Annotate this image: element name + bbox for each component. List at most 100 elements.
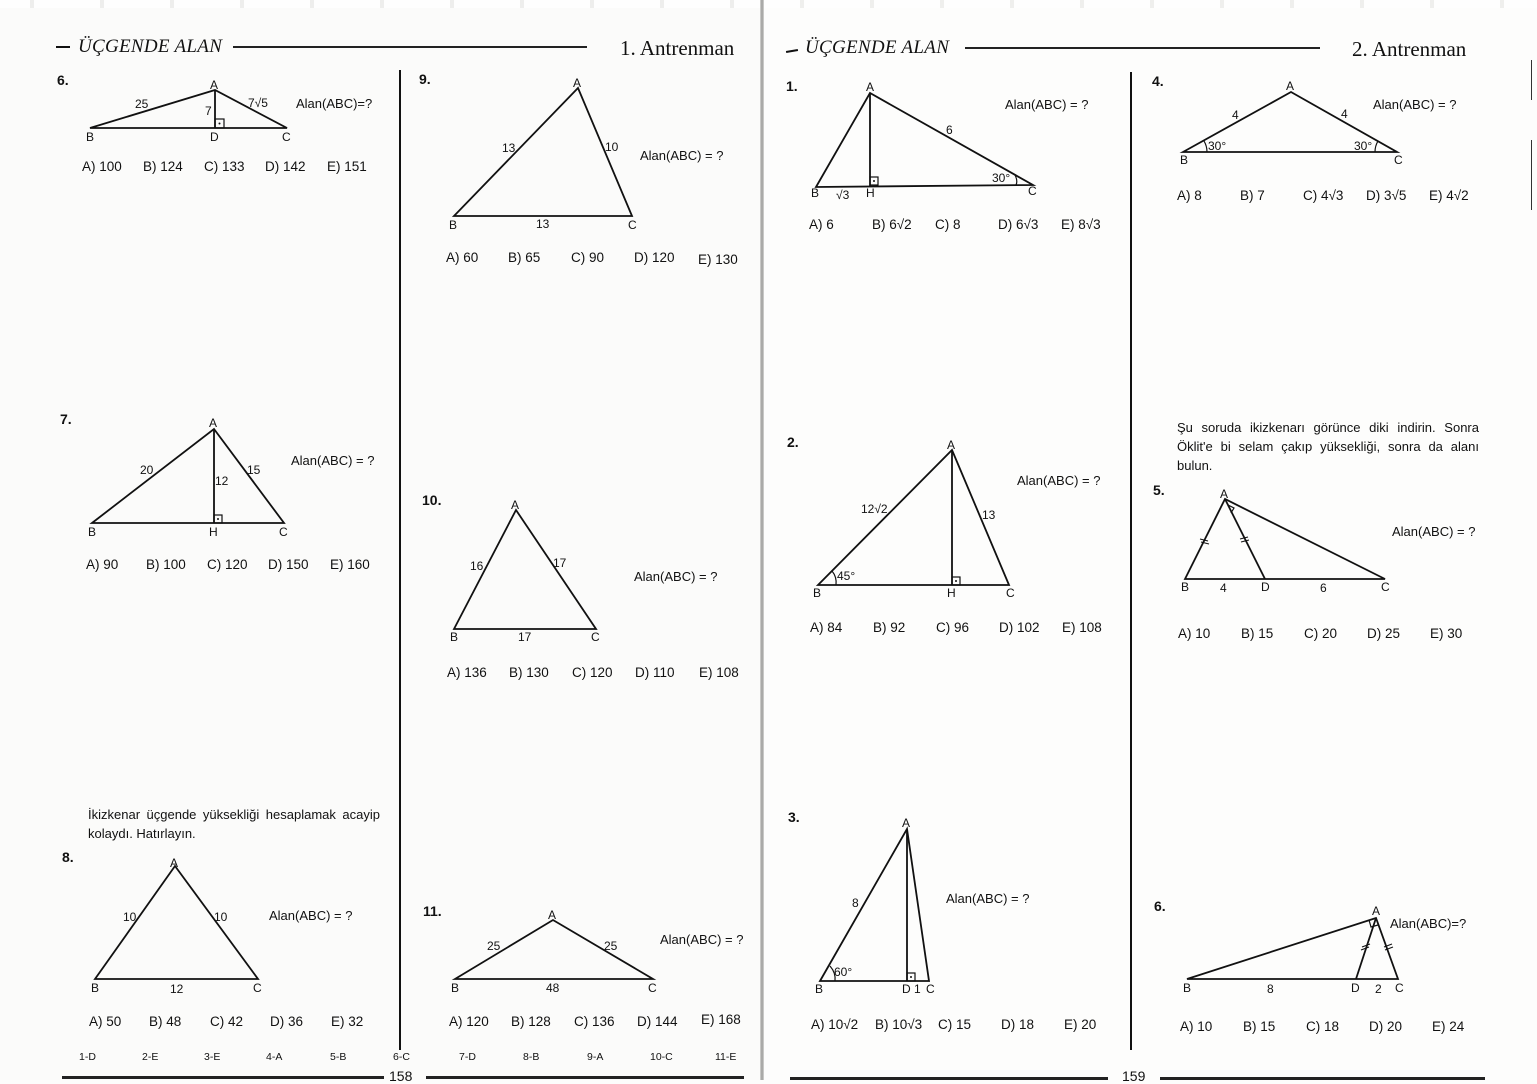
hint-text: İkizkenar üçgende yüksekliği hesaplamak … xyxy=(88,807,380,841)
choice-e[interactable]: E) 30 xyxy=(1430,626,1463,641)
svg-text:B: B xyxy=(815,982,823,996)
question-number: 5. xyxy=(1153,482,1165,498)
footer-rule xyxy=(426,1076,744,1079)
svg-text:B: B xyxy=(813,586,821,600)
edge-mark xyxy=(1531,60,1532,100)
choice-b[interactable]: B) 15 xyxy=(1243,1019,1276,1034)
choice-d[interactable]: D) 25 xyxy=(1367,626,1401,641)
choice-a[interactable]: A) 10√2 xyxy=(811,1017,859,1032)
choice-a[interactable]: A) 84 xyxy=(810,620,843,635)
choice-a[interactable]: A) 120 xyxy=(449,1014,489,1029)
choice-b[interactable]: B) 6√2 xyxy=(872,217,912,232)
triangle-figure-q8: A B C 10 10 12 xyxy=(90,855,270,1000)
choice-d[interactable]: D) 142 xyxy=(265,159,306,174)
choice-b[interactable]: B) 65 xyxy=(508,250,541,265)
svg-text:7√5: 7√5 xyxy=(248,96,268,110)
choice-e[interactable]: E) 4√2 xyxy=(1429,188,1469,203)
choice-d[interactable]: D) 6√3 xyxy=(998,217,1039,232)
svg-text:A: A xyxy=(511,498,519,512)
choice-d[interactable]: D) 36 xyxy=(270,1014,304,1029)
choice-e[interactable]: E) 20 xyxy=(1064,1017,1097,1032)
choice-c[interactable]: C) 133 xyxy=(204,159,245,174)
svg-text:13: 13 xyxy=(536,217,550,231)
choice-a[interactable]: A) 60 xyxy=(446,250,479,265)
left-section-title: 1. Antrenman xyxy=(620,36,735,60)
choice-a[interactable]: A) 10 xyxy=(1180,1019,1213,1034)
choice-a[interactable]: A) 8 xyxy=(1177,188,1202,203)
left-header-title: ÜÇGENDE ALAN xyxy=(78,36,223,57)
choice-a[interactable]: A) 50 xyxy=(89,1014,122,1029)
choice-a[interactable]: A) 136 xyxy=(447,665,487,680)
choice-d[interactable]: D) 144 xyxy=(637,1014,678,1029)
answer-choices: A) 84 B) 92 C) 96 D) 102 E) 108 xyxy=(810,620,1102,635)
choice-b[interactable]: B) 92 xyxy=(873,620,906,635)
left-column-divider xyxy=(399,70,401,1050)
svg-text:12: 12 xyxy=(215,474,229,488)
choice-e[interactable]: E) 108 xyxy=(699,665,739,680)
choice-d[interactable]: D) 110 xyxy=(635,665,675,680)
question-number: 9. xyxy=(419,71,431,87)
choice-c[interactable]: C) 15 xyxy=(938,1017,972,1032)
svg-text:H: H xyxy=(209,525,218,539)
svg-text:D: D xyxy=(1351,981,1360,995)
choice-c[interactable]: C) 18 xyxy=(1306,1019,1340,1034)
choice-b[interactable]: B) 48 xyxy=(149,1014,182,1029)
choice-e[interactable]: E) 24 xyxy=(1432,1019,1465,1034)
svg-text:60°: 60° xyxy=(834,965,852,979)
answer-key-item: 6-C xyxy=(393,1051,410,1063)
svg-text:C: C xyxy=(926,982,935,996)
choice-b[interactable]: B) 10√3 xyxy=(875,1017,923,1032)
choice-c[interactable]: C) 20 xyxy=(1304,626,1338,641)
header-dash xyxy=(56,46,70,48)
choice-e[interactable]: E) 160 xyxy=(330,557,370,572)
choice-c[interactable]: C) 4√3 xyxy=(1303,188,1344,203)
choice-e[interactable]: E) 151 xyxy=(327,159,367,174)
choice-b[interactable]: B) 124 xyxy=(143,159,183,174)
choice-b[interactable]: B) 7 xyxy=(1240,188,1265,203)
choice-c[interactable]: C) 8 xyxy=(935,217,961,232)
choice-c[interactable]: C) 120 xyxy=(207,557,248,572)
answer-key-item: 11-E xyxy=(715,1051,737,1063)
choice-a[interactable]: A) 6 xyxy=(809,217,834,232)
choice-e[interactable]: E) 32 xyxy=(331,1014,364,1029)
choice-e[interactable]: E) 8√3 xyxy=(1061,217,1101,232)
answer-choices: A) 136 B) 130 C) 120 D) 110 E) 108 xyxy=(447,665,739,680)
triangle-figure-q1: A B C H √3 6 30° xyxy=(810,80,1040,205)
triangle-figure-q2: A B C H 12√2 13 45° xyxy=(812,437,1022,607)
choice-b[interactable]: B) 15 xyxy=(1241,626,1274,641)
choice-e[interactable]: E) 108 xyxy=(1062,620,1102,635)
choice-d[interactable]: D) 150 xyxy=(268,557,309,572)
choice-c[interactable]: C) 96 xyxy=(936,620,970,635)
answer-key-item: 5-B xyxy=(330,1051,347,1063)
svg-text:12: 12 xyxy=(170,982,184,996)
choice-c[interactable]: C) 120 xyxy=(572,665,613,680)
choice-c[interactable]: C) 90 xyxy=(571,250,605,265)
choice-a[interactable]: A) 90 xyxy=(86,557,119,572)
svg-text:B: B xyxy=(1183,981,1191,995)
choice-c[interactable]: C) 136 xyxy=(574,1014,615,1029)
question-prompt: Alan(ABC) = ? xyxy=(269,908,353,923)
svg-text:30°: 30° xyxy=(992,171,1010,185)
question-number: 8. xyxy=(62,849,74,865)
choice-a[interactable]: A) 100 xyxy=(82,159,122,174)
choice-e[interactable]: E) 130 xyxy=(698,252,738,267)
choice-d[interactable]: D) 20 xyxy=(1369,1019,1403,1034)
svg-text:10: 10 xyxy=(605,140,619,154)
svg-text:H: H xyxy=(947,586,956,600)
choice-b[interactable]: B) 100 xyxy=(146,557,186,572)
choice-d[interactable]: D) 3√5 xyxy=(1366,188,1407,203)
triangle-figure-q9: A B C 13 10 13 xyxy=(447,76,647,241)
choice-b[interactable]: B) 128 xyxy=(511,1014,551,1029)
choice-c[interactable]: C) 42 xyxy=(210,1014,244,1029)
answer-choices: A) 6 B) 6√2 C) 8 D) 6√3 E) 8√3 xyxy=(809,217,1101,232)
choice-e[interactable]: E) 168 xyxy=(701,1012,741,1027)
choice-d[interactable]: D) 120 xyxy=(634,250,675,265)
choice-a[interactable]: A) 10 xyxy=(1178,626,1211,641)
svg-text:16: 16 xyxy=(470,559,484,573)
svg-text:8: 8 xyxy=(852,896,859,910)
choice-b[interactable]: B) 130 xyxy=(509,665,549,680)
choice-d[interactable]: D) 102 xyxy=(999,620,1040,635)
svg-text:4: 4 xyxy=(1232,108,1239,122)
svg-text:48: 48 xyxy=(546,981,560,995)
choice-d[interactable]: D) 18 xyxy=(1001,1017,1035,1032)
